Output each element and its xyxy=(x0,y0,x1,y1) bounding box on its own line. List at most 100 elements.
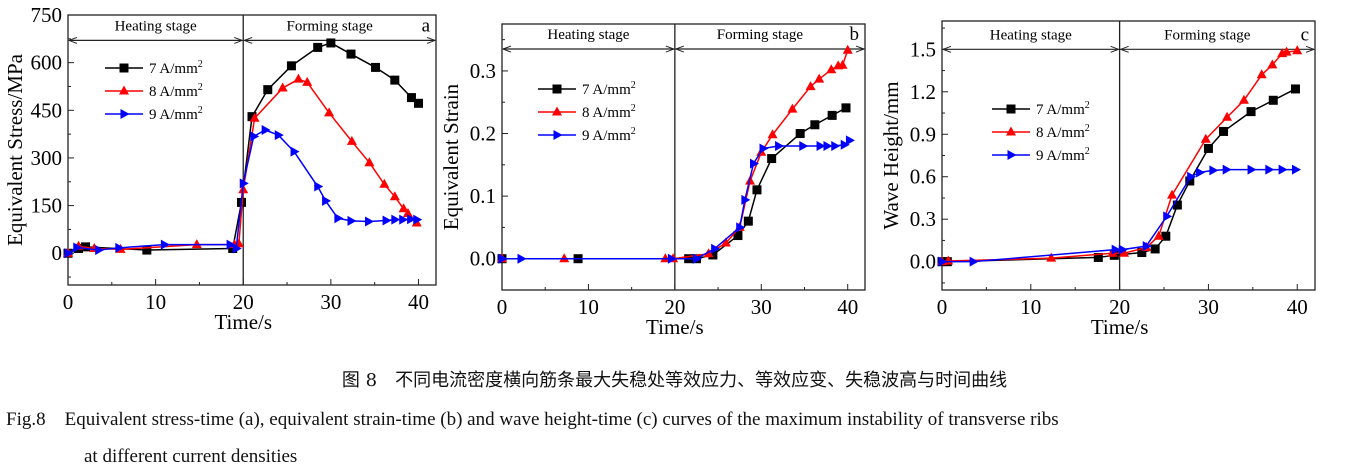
series-line xyxy=(941,49,1298,263)
data-point xyxy=(334,213,344,224)
data-point xyxy=(286,61,296,71)
legend-marker xyxy=(1006,104,1016,114)
data-point xyxy=(160,239,170,250)
data-point xyxy=(733,231,743,241)
data-point xyxy=(1238,94,1249,104)
series-0 xyxy=(497,103,851,264)
data-point xyxy=(816,141,826,152)
data-point xyxy=(1256,69,1267,79)
series-line xyxy=(502,139,850,260)
legend-superscript: 2 xyxy=(631,126,636,137)
legend-label: 7 A/mm2 xyxy=(582,80,636,98)
data-point xyxy=(823,141,833,152)
arrow-head-right xyxy=(1110,45,1121,53)
data-point xyxy=(365,216,375,227)
data-point xyxy=(1200,133,1211,143)
stage-label: Heating stage xyxy=(547,27,629,43)
series-line xyxy=(942,88,1296,263)
arrow-head-left xyxy=(674,45,685,53)
data-point xyxy=(347,215,357,226)
arrow-head-left xyxy=(501,45,512,53)
data-point xyxy=(841,103,851,113)
legend-marker xyxy=(120,109,130,119)
legend-label: 7 A/mm2 xyxy=(149,59,203,77)
data-point xyxy=(720,237,731,247)
data-point xyxy=(402,208,413,218)
data-point xyxy=(302,76,313,86)
legend-superscript: 2 xyxy=(1085,146,1090,157)
data-point xyxy=(364,157,375,167)
data-point xyxy=(1290,84,1300,94)
legend-superscript: 2 xyxy=(198,105,203,116)
arrow-head-right xyxy=(855,45,866,53)
data-point xyxy=(1046,252,1057,262)
data-point xyxy=(767,129,778,139)
legend-superscript: 2 xyxy=(198,59,203,70)
data-point xyxy=(1247,164,1257,175)
data-point xyxy=(1222,111,1233,121)
data-point xyxy=(406,93,416,103)
plot-frame xyxy=(501,23,866,291)
x-tick-label: 0 xyxy=(937,295,948,319)
data-point xyxy=(711,243,721,254)
series-line xyxy=(942,168,1296,263)
stage-label: Heating stage xyxy=(115,18,197,34)
data-point xyxy=(399,214,409,225)
legend-marker xyxy=(552,84,562,94)
data-point xyxy=(95,245,105,256)
legend-label: 9 A/mm2 xyxy=(149,105,203,123)
data-point xyxy=(1203,143,1213,153)
data-point xyxy=(1142,241,1152,252)
data-point xyxy=(517,253,527,264)
data-point xyxy=(115,242,125,253)
legend-marker xyxy=(553,130,563,140)
y-tick-label: 1.5 xyxy=(910,37,936,61)
data-point xyxy=(73,242,83,253)
data-point xyxy=(498,253,508,264)
data-point xyxy=(413,214,423,225)
x-tick-label: 40 xyxy=(408,290,429,314)
legend-label: 9 A/mm2 xyxy=(1036,146,1090,164)
data-point xyxy=(1161,231,1171,241)
x-tick-label: 30 xyxy=(1198,295,1219,319)
data-point xyxy=(799,141,809,152)
data-point xyxy=(559,253,570,263)
y-tick-label: 0.0 xyxy=(910,250,936,274)
chart-panel-a: 0 10 20 30 40 0 150 300 450 600 750 Time/s Equivalen… xyxy=(3,3,437,334)
data-point xyxy=(708,250,718,260)
stage-label: Forming stage xyxy=(286,18,373,34)
y-tick-label: 0.3 xyxy=(910,207,936,231)
data-point xyxy=(313,42,323,52)
y-tick-label: 0.6 xyxy=(910,165,936,189)
legend-label: 9 A/mm2 xyxy=(582,126,636,144)
series-line xyxy=(67,129,417,254)
x-tick-label: 20 xyxy=(233,290,254,314)
data-point xyxy=(795,129,805,139)
data-point xyxy=(228,243,238,253)
data-point xyxy=(226,239,236,250)
legend-marker xyxy=(119,63,129,73)
x-tick-label: 20 xyxy=(664,295,685,319)
data-point xyxy=(250,131,260,142)
data-point xyxy=(1219,126,1229,136)
arrow-head-left xyxy=(941,45,952,53)
data-point xyxy=(398,203,409,213)
data-point xyxy=(239,178,249,189)
data-point xyxy=(1111,244,1121,255)
series-0 xyxy=(937,84,1300,267)
data-point xyxy=(232,243,242,254)
series-2 xyxy=(938,164,1301,267)
data-point xyxy=(1267,59,1278,69)
y-axis-label: Wave Height/mm xyxy=(879,81,903,229)
data-point xyxy=(1137,247,1147,257)
series-2 xyxy=(64,124,423,259)
x-tick-label: 40 xyxy=(837,295,858,319)
data-point xyxy=(64,248,74,259)
data-point xyxy=(938,256,948,267)
data-point xyxy=(1185,176,1195,186)
data-point xyxy=(827,110,837,120)
data-point xyxy=(1118,244,1128,255)
data-point xyxy=(1265,164,1275,175)
data-point xyxy=(407,214,417,225)
data-point xyxy=(1172,200,1182,210)
